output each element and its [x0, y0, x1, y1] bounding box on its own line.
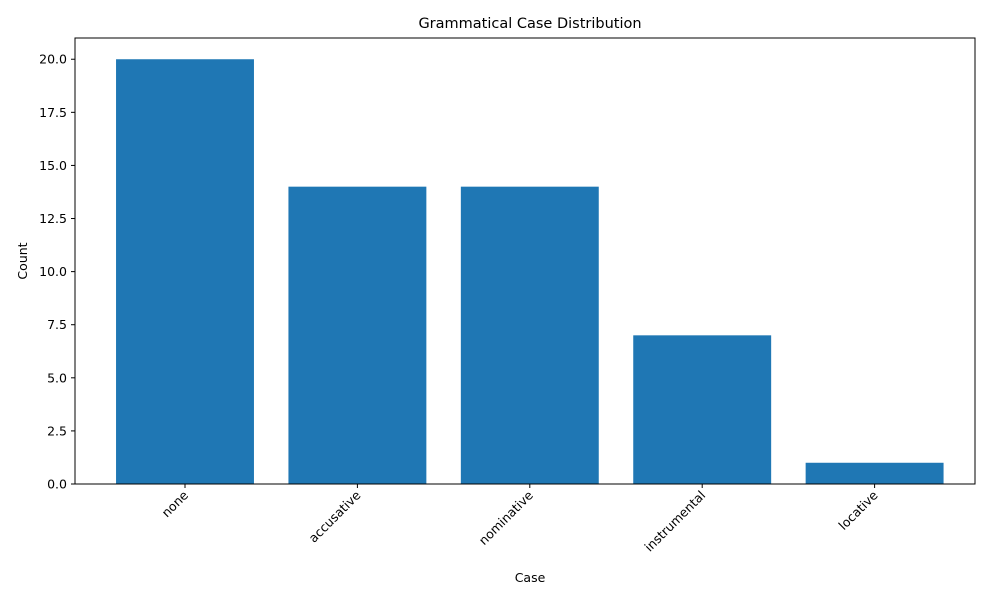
plot-frame	[74, 37, 976, 485]
y-tick-label: 5.0	[47, 370, 67, 385]
y-tick-label: 20.0	[39, 52, 67, 67]
x-axis: none accusative nominative instrumental loca…	[158, 484, 881, 555]
bar-accusative	[288, 186, 427, 485]
y-axis: 0.0 2.5 5.0 7.5 10.0 12.5 15.0 17.5 20.0	[39, 52, 75, 492]
y-tick-label: 10.0	[39, 264, 67, 279]
y-tick-label: 0.0	[47, 477, 67, 492]
y-tick-label: 15.0	[39, 158, 67, 173]
x-tick-label: instrumental	[641, 488, 708, 555]
x-tick-label: nominative	[476, 487, 537, 548]
bar-locative	[805, 462, 944, 484]
x-axis-label: Case	[515, 570, 546, 585]
x-tick-label: accusative	[306, 487, 364, 545]
y-tick-label: 2.5	[47, 423, 67, 438]
bar-none	[116, 59, 254, 485]
bar-nominative	[460, 186, 599, 485]
bar-instrumental	[633, 335, 772, 484]
y-tick-label: 17.5	[39, 105, 67, 120]
bars-layer	[116, 59, 944, 485]
y-tick-label: 7.5	[47, 317, 67, 332]
y-tick-label: 12.5	[39, 211, 67, 226]
y-axis-label: Count	[15, 242, 30, 279]
chart-title: Grammatical Case Distribution	[418, 16, 641, 32]
x-tick-label: none	[158, 487, 191, 520]
x-tick-label: locative	[835, 487, 881, 533]
